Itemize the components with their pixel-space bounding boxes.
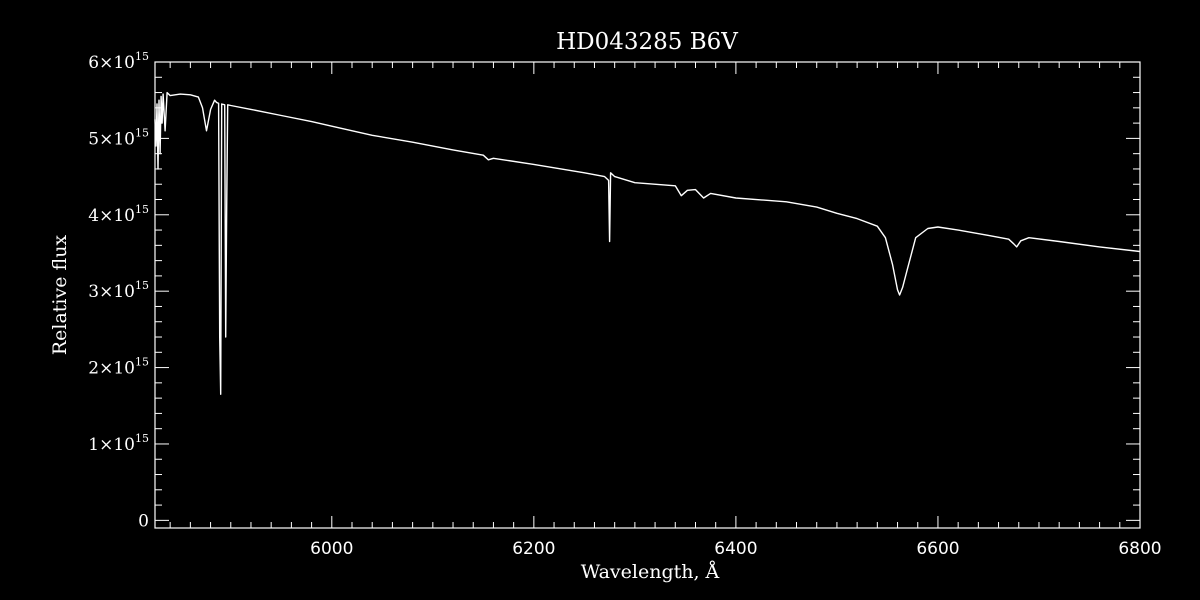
y-axis-label: Relative flux [49,235,71,356]
x-axis-label: Wavelength, Å [581,561,720,583]
plot-frame [154,61,1141,529]
y-tick-label: 1×1015 [88,432,149,455]
y-tick-label: 6×1015 [88,50,149,73]
y-tick-label: 2×1015 [88,356,149,379]
y-tick-label: 4×1015 [88,203,149,226]
x-tick-label: 6400 [714,539,757,559]
x-tick-label: 6800 [1118,539,1161,559]
y-tick-label: 0 [138,511,149,531]
y-tick-label: 5×1015 [88,126,149,149]
x-axis: 6000 6200 6400 6600 6800 [169,62,1162,559]
spectrum-series-line [154,91,1141,395]
x-tick-label: 6000 [310,539,353,559]
y-tick-label: 3×1015 [88,279,149,302]
y-axis: 0 1×1015 2×1015 3×1015 4×1015 5×1015 6×1015 [88,50,1140,531]
x-tick-label: 6600 [916,539,959,559]
chart-title: HD043285 B6V [556,29,738,55]
x-tick-label: 6200 [512,539,555,559]
